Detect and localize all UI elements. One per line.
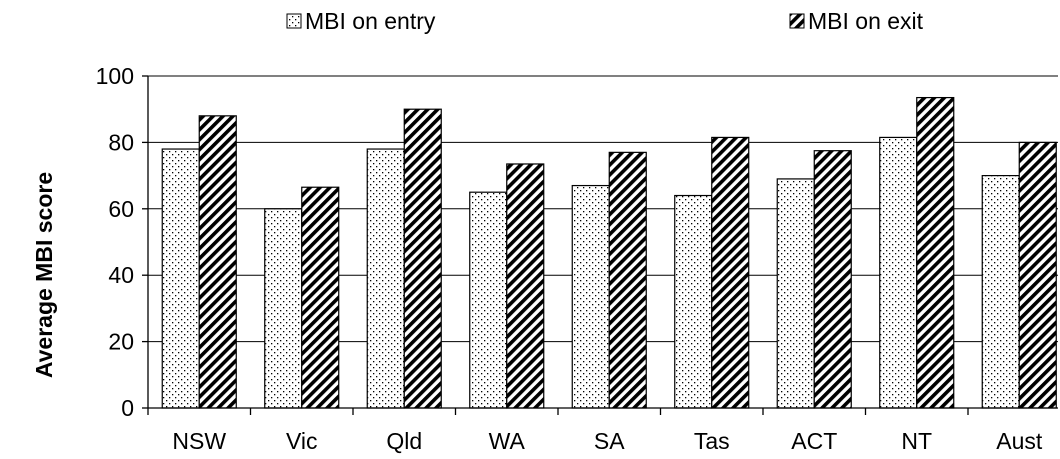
tick-labels: 0 20 40 60 80 100 NSW Vic Qld WA SA Tas ACT NT Aust — [96, 63, 1043, 454]
axes — [142, 75, 1058, 415]
legend-item-entry: MBI on entry — [286, 8, 436, 34]
bar-mbi-on-entry-act — [776, 178, 815, 409]
bar-mbi-on-exit-wa — [506, 163, 545, 409]
bar-mbi-on-exit-vic — [301, 186, 340, 409]
bar-mbi-on-exit-nsw — [198, 115, 237, 409]
bar-mbi-on-entry-vic — [264, 208, 303, 409]
bars — [161, 96, 1057, 409]
bar-mbi-on-exit-qld — [403, 108, 442, 409]
bar-mbi-on-entry-aust — [981, 175, 1020, 409]
x-tick-label-nsw: NSW — [172, 428, 226, 454]
bar-mbi-on-entry-nt — [879, 136, 918, 409]
legend-item-exit: MBI on exit — [789, 8, 924, 34]
y-tick-label-60: 60 — [108, 196, 134, 222]
bar-mbi-on-entry-sa — [571, 184, 610, 409]
legend-label-exit: MBI on exit — [808, 8, 924, 34]
legend-label-entry: MBI on entry — [305, 8, 436, 34]
y-tick-label-20: 20 — [108, 329, 134, 355]
y-tick-label-40: 40 — [108, 262, 134, 288]
x-tick-label-wa: WA — [489, 428, 526, 454]
y-tick-label-100: 100 — [96, 63, 134, 89]
x-tick-label-aust: Aust — [996, 428, 1043, 454]
bar-mbi-on-exit-act — [813, 150, 852, 409]
bar-mbi-on-exit-nt — [916, 96, 955, 409]
bar-mbi-on-entry-wa — [469, 191, 508, 409]
x-tick-label-qld: Qld — [386, 428, 422, 454]
bar-mbi-on-exit-aust — [1018, 141, 1057, 409]
x-tick-label-sa: SA — [594, 428, 625, 454]
bar-mbi-on-entry-nsw — [161, 148, 200, 409]
legend-swatch-entry — [286, 13, 302, 29]
bar-mbi-on-exit-sa — [608, 151, 647, 409]
x-tick-label-nt: NT — [901, 428, 932, 454]
y-tick-label-80: 80 — [108, 129, 134, 155]
x-tick-label-vic: Vic — [286, 428, 318, 454]
y-tick-label-0: 0 — [121, 395, 134, 421]
x-tick-label-tas: Tas — [694, 428, 730, 454]
y-axis-title: Average MBI score — [31, 172, 57, 378]
x-tick-label-act: ACT — [791, 428, 837, 454]
bar-mbi-on-entry-tas — [674, 194, 713, 409]
legend-swatch-exit — [789, 13, 805, 29]
bar-mbi-on-entry-qld — [366, 148, 405, 409]
bar-mbi-on-exit-tas — [711, 136, 750, 409]
legend: MBI on entry MBI on exit — [286, 8, 924, 34]
